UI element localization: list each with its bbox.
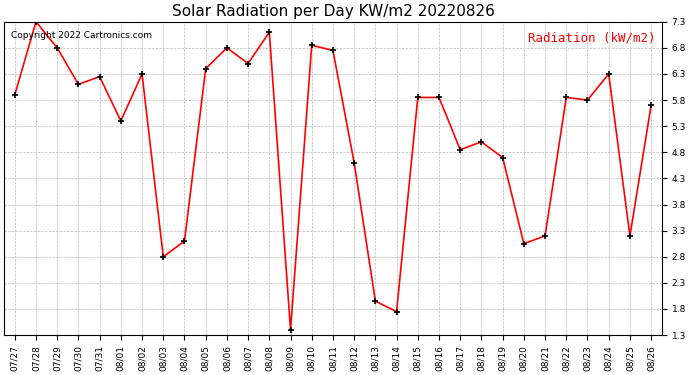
Text: Copyright 2022 Cartronics.com: Copyright 2022 Cartronics.com: [11, 31, 152, 40]
Text: Radiation (kW/m2): Radiation (kW/m2): [528, 31, 656, 44]
Title: Solar Radiation per Day KW/m2 20220826: Solar Radiation per Day KW/m2 20220826: [172, 4, 495, 19]
